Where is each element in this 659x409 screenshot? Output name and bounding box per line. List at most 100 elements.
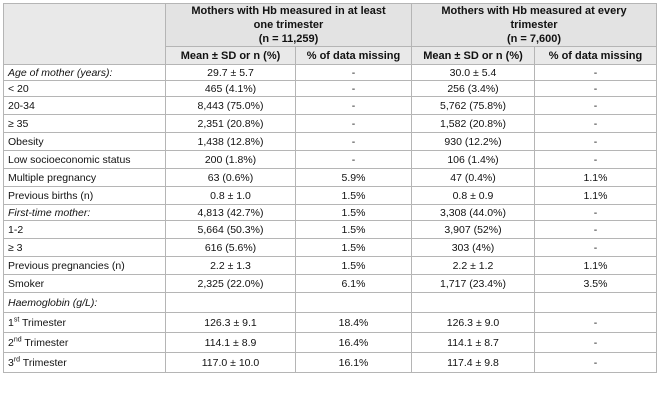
cell-missing: 1.1%: [533, 168, 658, 187]
table-row-low-ses: Low socioeconomic status 200 (1.8%) - 10…: [3, 150, 658, 169]
cell-empty: [165, 292, 296, 313]
cell-mean: 1,717 (23.4%): [411, 274, 535, 293]
cell-mean: 63 (0.6%): [165, 168, 296, 187]
cell-mean: 5,762 (75.8%): [411, 96, 535, 115]
cell-mean: 117.4 ± 9.8: [411, 352, 535, 373]
ordinal-suffix: st: [13, 316, 20, 323]
cell-mean: 117.0 ± 10.0: [165, 352, 296, 373]
cell-missing: 1.5%: [295, 220, 412, 239]
table-row-age: Age of mother (years): 29.7 ± 5.7 - 30.0…: [3, 64, 658, 81]
cell-missing: 16.1%: [295, 352, 412, 373]
row-label: Age of mother (years):: [3, 64, 166, 81]
cell-mean: 4,813 (42.7%): [165, 204, 296, 221]
cell-missing: 1.5%: [295, 186, 412, 205]
cell-missing: -: [295, 132, 412, 151]
cell-missing: 18.4%: [295, 312, 412, 333]
row-label: < 20: [3, 80, 166, 97]
col-header-missing: % of data missing: [533, 46, 658, 65]
cell-missing: -: [295, 64, 412, 81]
col-header-mean-sd: Mean ± SD or n (%): [411, 46, 535, 65]
cell-missing: 1.5%: [295, 256, 412, 275]
cell-mean: 2.2 ± 1.2: [411, 256, 535, 275]
trimester-number: 3: [8, 356, 14, 369]
row-label: Previous births (n): [3, 186, 166, 205]
group-header-at-least-one-trimester: Mothers with Hb measured in at least one…: [165, 3, 412, 47]
cell-missing: 6.1%: [295, 274, 412, 293]
row-label: Haemoglobin (g/L):: [3, 292, 166, 313]
cell-mean: 1,438 (12.8%): [165, 132, 296, 151]
row-label: 3rd Trimester: [3, 352, 166, 373]
cell-mean: 3,907 (52%): [411, 220, 535, 239]
cell-missing: -: [295, 96, 412, 115]
col-header-mean-sd: Mean ± SD or n (%): [165, 46, 296, 65]
table-row-age-ge35: ≥ 35 2,351 (20.8%) - 1,582 (20.8%) -: [3, 114, 658, 133]
cell-mean: 29.7 ± 5.7: [165, 64, 296, 81]
cell-missing: -: [533, 132, 658, 151]
cell-empty: [533, 292, 658, 313]
cell-missing: -: [533, 96, 658, 115]
cell-missing: -: [533, 238, 658, 257]
cell-mean: 126.3 ± 9.0: [411, 312, 535, 333]
table-row-trimester-2: 2nd Trimester 114.1 ± 8.9 16.4% 114.1 ± …: [3, 332, 658, 353]
cell-empty: [411, 292, 535, 313]
ordinal-suffix: nd: [13, 336, 22, 343]
trimester-number: 1: [8, 316, 14, 329]
ordinal-suffix: rd: [13, 356, 21, 363]
cell-missing: -: [533, 80, 658, 97]
cell-mean: 0.8 ± 0.9: [411, 186, 535, 205]
group-title-line1: Mothers with Hb measured in at least: [191, 5, 386, 17]
row-label: Multiple pregnancy: [3, 168, 166, 187]
cell-missing: -: [533, 64, 658, 81]
cell-mean: 8,443 (75.0%): [165, 96, 296, 115]
maternal-characteristics-table: Mothers with Hb measured in at least one…: [3, 3, 658, 373]
row-label: Previous pregnancies (n): [3, 256, 166, 275]
row-label: 2nd Trimester: [3, 332, 166, 353]
cell-missing: 5.9%: [295, 168, 412, 187]
cell-mean: 126.3 ± 9.1: [165, 312, 296, 333]
table-row-smoker: Smoker 2,325 (22.0%) 6.1% 1,717 (23.4%) …: [3, 274, 658, 293]
cell-mean: 200 (1.8%): [165, 150, 296, 169]
table-row-first-time-ge3: ≥ 3 616 (5.6%) 1.5% 303 (4%) -: [3, 238, 658, 257]
cell-mean: 30.0 ± 5.4: [411, 64, 535, 81]
trimester-word: Trimester: [20, 356, 67, 369]
cell-mean: 1,582 (20.8%): [411, 114, 535, 133]
cell-mean: 0.8 ± 1.0: [165, 186, 296, 205]
cell-mean: 47 (0.4%): [411, 168, 535, 187]
row-label: ≥ 35: [3, 114, 166, 133]
trimester-number: 2: [8, 336, 14, 349]
row-label: 20-34: [3, 96, 166, 115]
row-label: Low socioeconomic status: [3, 150, 166, 169]
cell-mean: 303 (4%): [411, 238, 535, 257]
header-blank-cell: [3, 3, 166, 65]
cell-missing: -: [533, 352, 658, 373]
table-row-age-lt20: < 20 465 (4.1%) - 256 (3.4%) -: [3, 80, 658, 97]
cell-missing: -: [295, 114, 412, 133]
cell-mean: 106 (1.4%): [411, 150, 535, 169]
cell-missing: -: [533, 332, 658, 353]
table-row-first-time-mother: First-time mother: 4,813 (42.7%) 1.5% 3,…: [3, 204, 658, 221]
cell-missing: 3.5%: [533, 274, 658, 293]
col-header-missing: % of data missing: [295, 46, 412, 65]
table-row-age-20-34: 20-34 8,443 (75.0%) - 5,762 (75.8%) -: [3, 96, 658, 115]
row-label: Obesity: [3, 132, 166, 151]
cell-mean: 114.1 ± 8.9: [165, 332, 296, 353]
cell-mean: 5,664 (50.3%): [165, 220, 296, 239]
cell-missing: 1.1%: [533, 256, 658, 275]
trimester-word: Trimester: [19, 316, 66, 329]
table-row-haemoglobin: Haemoglobin (g/L):: [3, 292, 658, 313]
cell-empty: [295, 292, 412, 313]
table-row-obesity: Obesity 1,438 (12.8%) - 930 (12.2%) -: [3, 132, 658, 151]
table-row-trimester-3: 3rd Trimester 117.0 ± 10.0 16.1% 117.4 ±…: [3, 352, 658, 373]
cell-missing: -: [533, 312, 658, 333]
cell-mean: 616 (5.6%): [165, 238, 296, 257]
trimester-word: Trimester: [21, 336, 69, 349]
row-label: First-time mother:: [3, 204, 166, 221]
cell-mean: 3,308 (44.0%): [411, 204, 535, 221]
cell-missing: 1.5%: [295, 238, 412, 257]
row-label: 1st Trimester: [3, 312, 166, 333]
table-row-first-time-1-2: 1-2 5,664 (50.3%) 1.5% 3,907 (52%) -: [3, 220, 658, 239]
cell-missing: -: [295, 80, 412, 97]
table-row-previous-births: Previous births (n) 0.8 ± 1.0 1.5% 0.8 ±…: [3, 186, 658, 205]
group-header-every-trimester: Mothers with Hb measured at every trimes…: [410, 3, 658, 47]
group-n: (n = 11,259): [258, 33, 319, 45]
